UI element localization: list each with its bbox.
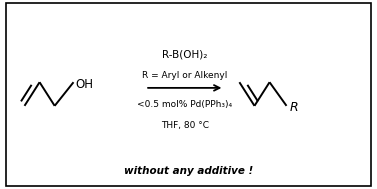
Text: without any additive !: without any additive ! (124, 166, 253, 176)
Text: OH: OH (75, 78, 93, 91)
Text: R = Aryl or Alkenyl: R = Aryl or Alkenyl (142, 71, 227, 80)
Text: R-B(OH)₂: R-B(OH)₂ (162, 50, 207, 60)
Text: <0.5 mol% Pd(PPh₃)₄: <0.5 mol% Pd(PPh₃)₄ (137, 100, 232, 109)
Text: R: R (289, 101, 298, 114)
Text: THF, 80 °C: THF, 80 °C (161, 121, 209, 130)
